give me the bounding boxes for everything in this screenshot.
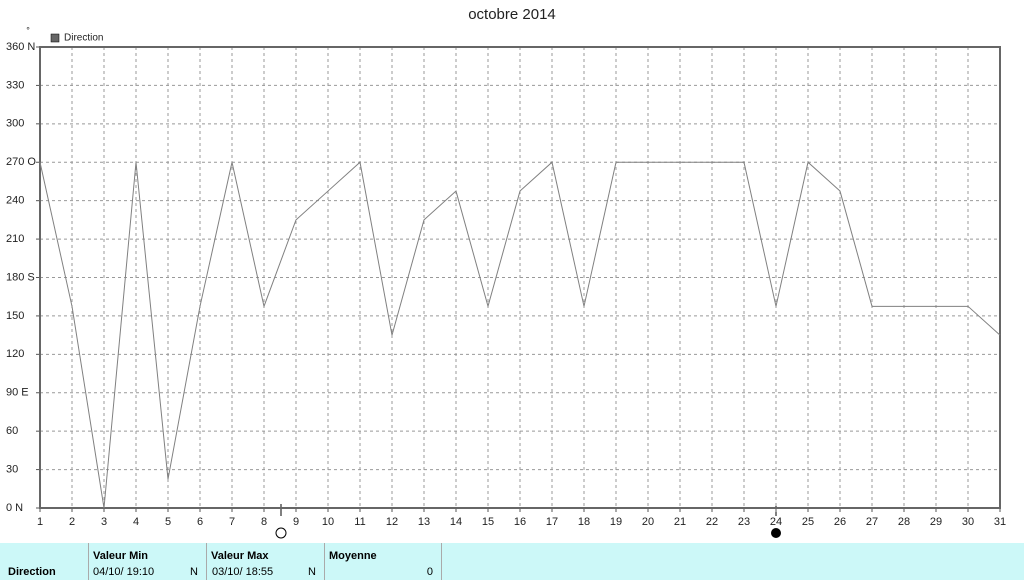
summary-label-cell: Direction [0,543,89,580]
x-tick-label: 20 [642,516,654,528]
x-tick-label: 15 [482,516,494,528]
y-tick-label: 300 [6,118,24,130]
x-tick-label: 7 [229,516,235,528]
x-tick-label: 21 [674,516,686,528]
y-tick-label: 0 N [6,502,23,514]
y-tick-label: 180 S [6,271,35,283]
x-tick-label: 3 [101,516,107,528]
x-tick-label: 5 [165,516,171,528]
x-tick-label: 1 [37,516,43,528]
x-tick-label: 28 [898,516,910,528]
data-line [39,161,1001,509]
summary-dir: N [190,566,198,578]
x-tick-label: 22 [706,516,718,528]
y-tick-label: 330 [6,79,24,91]
summary-label: Direction [8,566,56,578]
x-tick-label: 13 [418,516,430,528]
x-tick-label: 10 [322,516,334,528]
x-tick-label: 29 [930,516,942,528]
x-tick-label: 6 [197,516,203,528]
y-tick-label: 120 [6,348,24,360]
x-tick-label: 18 [578,516,590,528]
x-tick-label: 16 [514,516,526,528]
x-tick-label: 19 [610,516,622,528]
y-axis-label: ° [26,25,30,35]
y-tick-label: 270 O [6,156,36,168]
legend-label: Direction [64,33,103,44]
x-tick-label: 31 [994,516,1006,528]
x-tick-label: 27 [866,516,878,528]
new-moon-icon [771,528,781,538]
summary-bar: Direction Valeur Min 04/10/ 19:10 N Vale… [0,543,1024,580]
y-tick-label: 30 [6,463,18,475]
summary-dir: N [308,566,316,578]
y-tick-label: 150 [6,310,24,322]
y-tick-label: 210 [6,233,24,245]
summary-title: Moyenne [329,550,377,562]
plot-frame [39,46,1001,509]
summary-cell: Moyenne 0 [324,543,442,580]
x-tick-label: 17 [546,516,558,528]
summary-value: 0 [426,566,433,578]
x-tick-label: 26 [834,516,846,528]
legend-swatch [50,33,60,43]
x-tick-label: 8 [261,516,267,528]
x-tick-label: 11 [354,516,365,528]
summary-date: 03/10/ 18:55 [212,566,274,578]
x-tick-label: 24 [770,516,782,528]
summary-cell: Valeur Min 04/10/ 19:10 N [88,543,207,580]
y-tick-label: 90 E [6,387,29,399]
full-moon-icon [275,527,287,539]
y-tick-label: 60 [6,425,18,437]
summary-cell: Valeur Max 03/10/ 18:55 N [206,543,325,580]
y-tick-label: 360 N [6,41,35,53]
x-tick-label: 9 [293,516,299,528]
summary-title: Valeur Max [211,550,269,562]
y-tick-label: 240 [6,195,24,207]
x-tick-label: 14 [450,516,462,528]
x-tick-label: 23 [738,516,750,528]
summary-date: 04/10/ 19:10 [93,566,155,578]
x-tick-label: 4 [133,516,139,528]
x-tick-label: 2 [69,516,75,528]
x-tick-label: 25 [802,516,814,528]
x-tick-label: 12 [386,516,398,528]
x-tick-label: 30 [962,516,974,528]
chart-title: octobre 2014 [468,6,556,23]
summary-title: Valeur Min [93,550,149,562]
